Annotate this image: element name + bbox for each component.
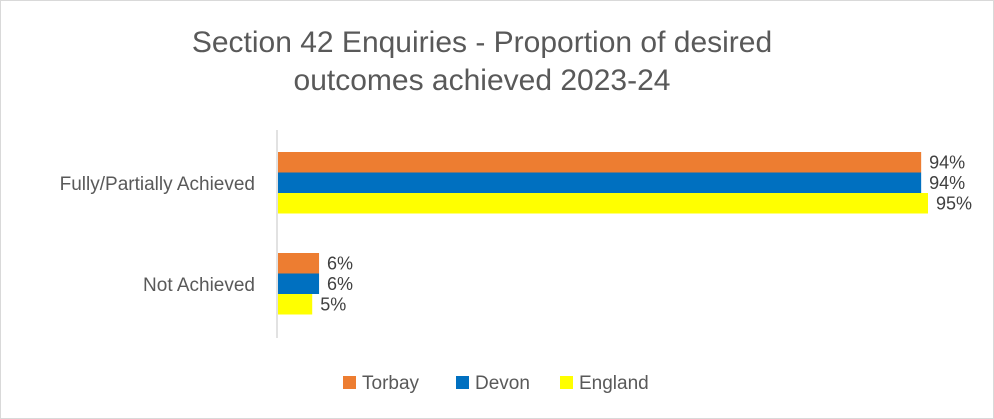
data-label-england: 95% (936, 193, 972, 213)
legend-swatch-torbay (343, 376, 356, 389)
chart-title-line-2: outcomes achieved 2023-24 (294, 64, 671, 97)
data-label-england: 5% (320, 294, 346, 314)
chart-title-line-1: Section 42 Enquiries - Proportion of des… (192, 26, 772, 59)
data-label-torbay: 6% (327, 253, 353, 273)
category-label: Not Achieved (143, 275, 255, 296)
bar-england (278, 193, 928, 214)
data-label-devon: 94% (929, 173, 965, 193)
legend-label-torbay: Torbay (362, 373, 420, 394)
category-label: Fully/Partially Achieved (60, 174, 255, 195)
bar-devon (278, 273, 320, 294)
data-label-devon: 6% (327, 274, 353, 294)
legend: Torbay Devon England (343, 373, 649, 394)
data-label-torbay: 94% (929, 152, 965, 172)
bar-torbay (278, 152, 922, 173)
bar-devon (278, 172, 922, 193)
bar-torbay (278, 253, 320, 274)
bar-england (278, 294, 313, 315)
legend-swatch-england (560, 376, 573, 389)
legend-swatch-devon (456, 376, 469, 389)
legend-label-england: England (579, 373, 649, 394)
legend-label-devon: Devon (475, 373, 530, 394)
